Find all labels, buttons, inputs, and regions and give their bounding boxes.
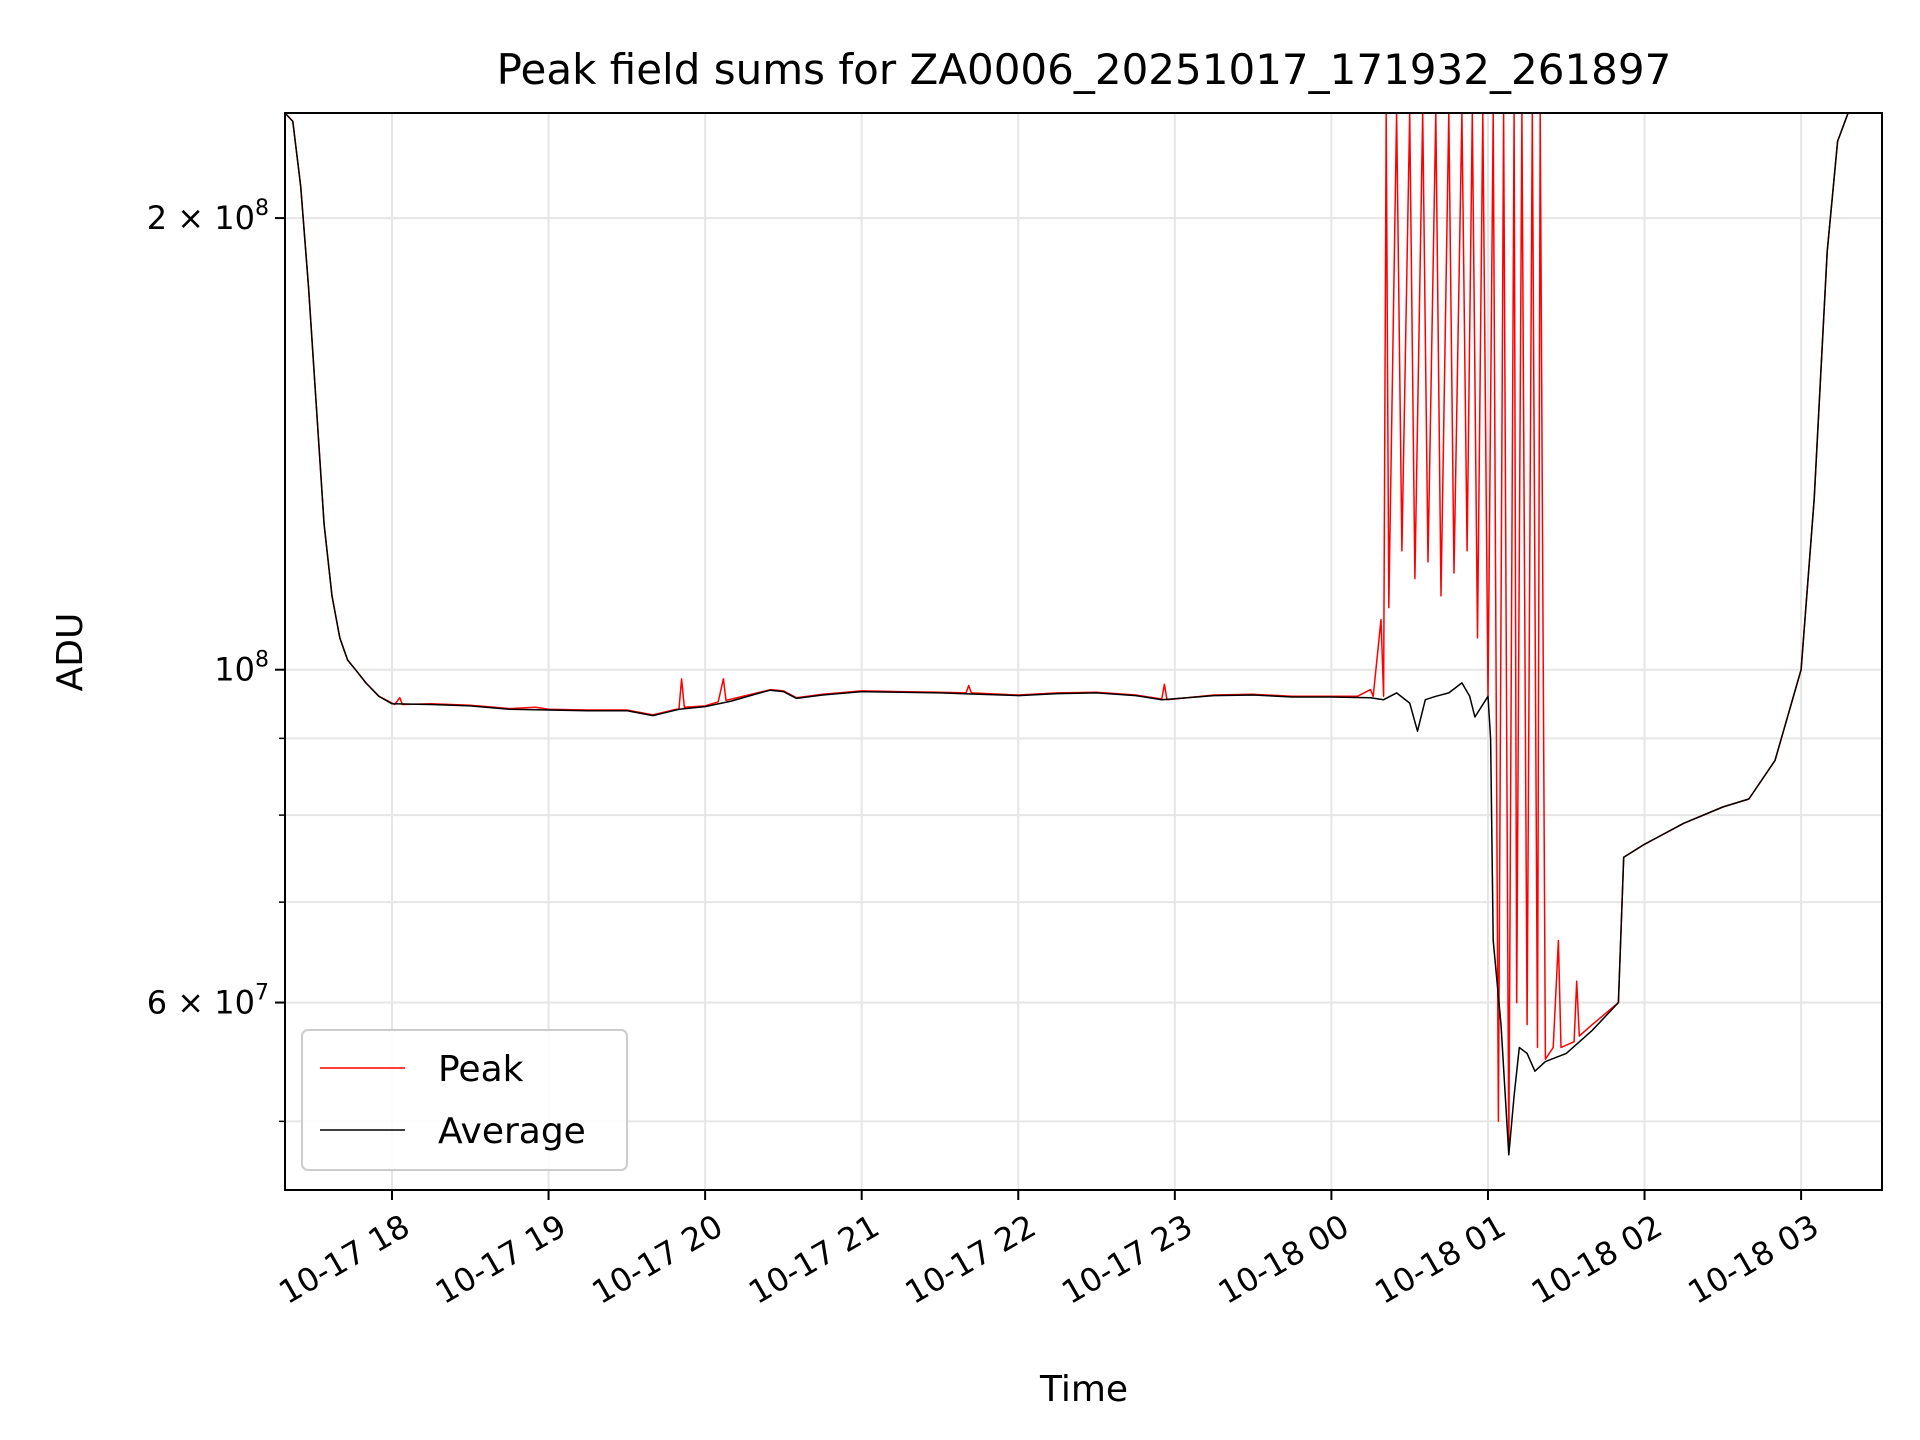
series-line-average [285,113,1882,1156]
chart-title: Peak field sums for ZA0006_20251017_1719… [497,45,1672,94]
y-tick-label: 6 × 107 [147,981,269,1022]
legend-label-peak: Peak [438,1049,524,1090]
legend-label-average: Average [438,1111,586,1152]
legend-box [301,1029,628,1171]
series-layer [285,113,1882,1156]
x-axis-label: Time [1039,1369,1128,1410]
grid [285,113,1882,1190]
y-axis-label: ADU [50,613,91,692]
y-tick-label: 2 × 108 [147,196,269,237]
plot-frame [284,112,1883,1191]
legend: Peak Average [301,1029,628,1171]
